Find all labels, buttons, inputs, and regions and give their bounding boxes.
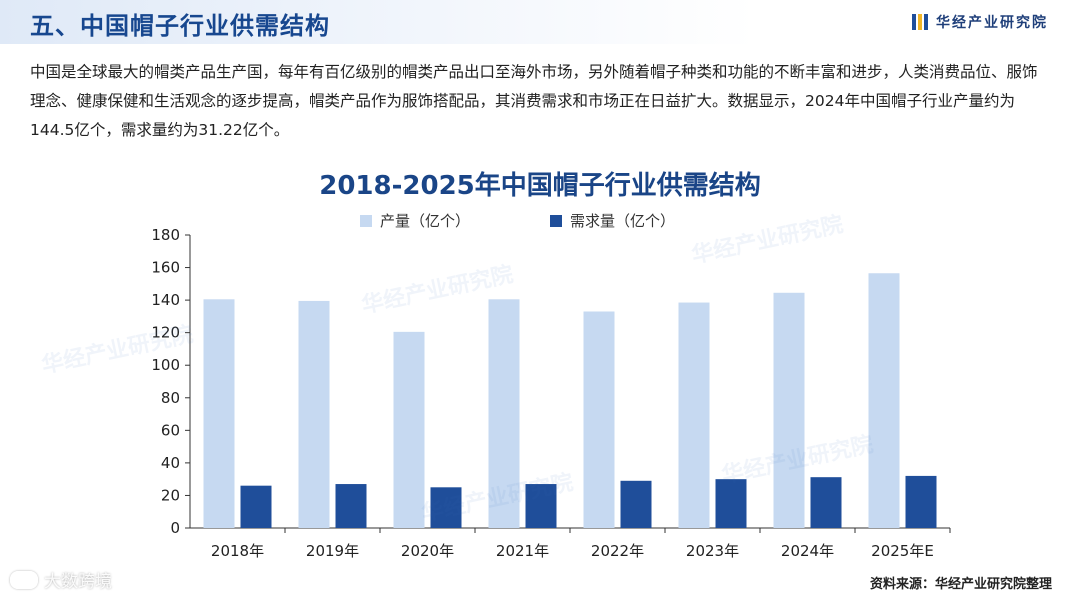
platform-name: 大数跨境	[44, 572, 112, 592]
legend-label-production: 产量（亿个）	[380, 212, 471, 230]
y-tick-label: 20	[161, 486, 180, 504]
x-tick-label: 2023年	[686, 542, 739, 560]
bar-production	[583, 311, 615, 528]
y-tick-label: 60	[161, 421, 180, 439]
legend-item-demand: 需求量（亿个）	[550, 210, 675, 231]
source-note: 资料来源：华经产业研究院整理	[869, 577, 1052, 592]
brand-logo-icon	[912, 14, 928, 30]
x-tick-label: 2021年	[496, 542, 549, 560]
platform-logo-icon	[10, 570, 38, 589]
y-tick-label: 40	[161, 454, 180, 472]
chart-legend: 产量（亿个） 需求量（亿个）	[360, 210, 755, 231]
legend-swatch-demand	[550, 214, 563, 227]
bar-production	[868, 273, 900, 528]
y-tick-label: 0	[170, 519, 180, 537]
bar-production	[393, 331, 425, 528]
x-tick-label: 2019年	[306, 542, 359, 560]
y-tick-label: 120	[151, 324, 180, 342]
bar-production	[678, 302, 710, 528]
chart-title: 2018-2025年中国帽子行业供需结构	[319, 171, 761, 201]
bar-demand	[240, 485, 272, 528]
y-tick-label: 140	[151, 291, 180, 309]
y-tick-label: 160	[151, 259, 180, 277]
y-tick-label: 80	[161, 389, 180, 407]
x-tick-label: 2025年E	[871, 542, 934, 560]
x-tick-label: 2024年	[781, 542, 834, 560]
y-tick-label: 180	[151, 226, 180, 244]
legend-item-production: 产量（亿个）	[360, 210, 470, 231]
bar-demand	[430, 487, 462, 528]
bar-demand	[905, 475, 937, 528]
brand: 华经产业研究院	[912, 12, 1048, 32]
page-title: 五、中国帽子行业供需结构	[30, 12, 330, 40]
header-bar: 五、中国帽子行业供需结构 华经产业研究院	[0, 0, 1080, 44]
bar-production	[203, 299, 235, 528]
bar-production	[773, 292, 805, 528]
y-tick-label: 100	[151, 356, 180, 374]
x-tick-label: 2022年	[591, 542, 644, 560]
x-tick-label: 2020年	[401, 542, 454, 560]
legend-swatch-production	[360, 214, 372, 227]
platform-watermark: 大数跨境	[10, 567, 112, 592]
legend-label-demand: 需求量（亿个）	[570, 212, 676, 230]
bar-demand	[525, 484, 557, 528]
x-tick-label: 2018年	[211, 542, 264, 560]
bar-demand	[335, 484, 367, 528]
bar-demand	[810, 477, 842, 528]
intro-paragraph: 中国是全球最大的帽类产品生产国，每年有百亿级别的帽类产品出口至海外市场，另外随着…	[30, 63, 1038, 139]
bar-production	[488, 299, 520, 528]
bar-demand	[620, 480, 652, 528]
bar-demand	[715, 479, 747, 528]
bar-production	[298, 300, 330, 528]
brand-name: 华经产业研究院	[936, 15, 1048, 31]
